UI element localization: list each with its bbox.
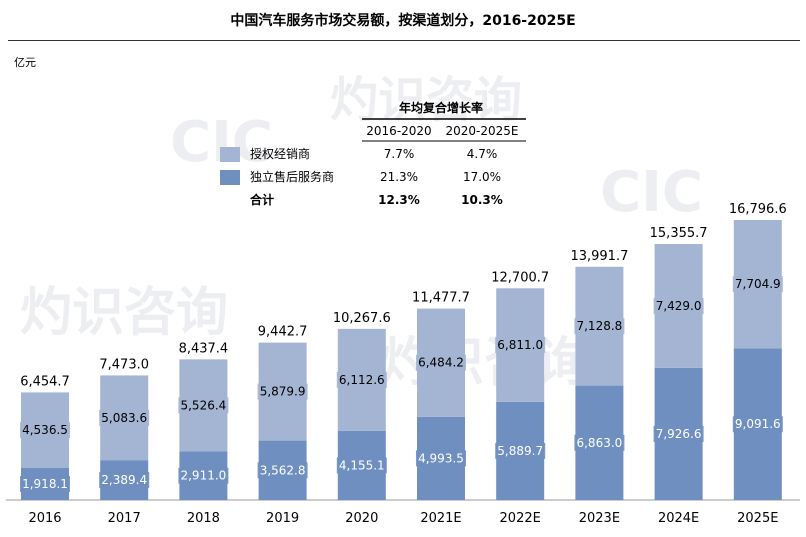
data-label-total: 15,355.7	[650, 226, 708, 241]
x-tick-label: 2018	[187, 511, 220, 526]
legend-swatch	[220, 170, 240, 185]
data-label-authorized: 5,879.9	[260, 385, 306, 399]
cagr-value: 10.3%	[461, 193, 503, 207]
x-tick-label: 2019	[266, 511, 299, 526]
data-label-box	[336, 457, 387, 474]
x-tick-label: 2016	[28, 511, 61, 526]
data-label-independent: 5,889.7	[497, 444, 543, 458]
data-label-box	[574, 318, 625, 335]
cagr-value: 12.3%	[378, 193, 420, 207]
data-label-box	[20, 476, 70, 493]
data-label-box	[416, 450, 466, 467]
data-label-box	[257, 462, 308, 479]
data-label-independent: 7,926.6	[656, 427, 702, 441]
cagr-value: 17.0%	[463, 170, 501, 184]
cagr-row-label: 合计	[250, 192, 274, 207]
data-label-box	[257, 383, 308, 400]
cagr-row-label: 授权经销商	[250, 146, 310, 161]
legend-swatch	[220, 147, 240, 162]
data-label-box	[653, 425, 704, 442]
data-label-authorized: 7,429.0	[656, 299, 702, 313]
data-label-independent: 4,155.1	[339, 458, 385, 472]
cagr-period: 2016-2020	[366, 124, 431, 138]
cagr-value: 7.7%	[384, 147, 415, 161]
x-tick-label: 2017	[108, 511, 141, 526]
data-label-authorized: 4,536.5	[22, 423, 68, 437]
data-label-box	[416, 354, 466, 371]
data-label-box	[99, 472, 150, 489]
data-label-authorized: 5,526.4	[180, 398, 226, 412]
data-label-box	[732, 416, 783, 433]
data-label-box	[574, 434, 625, 451]
data-label-box	[20, 422, 70, 439]
x-tick-label: 2023E	[579, 511, 620, 526]
x-tick-label: 2024E	[658, 511, 699, 526]
cagr-row-label: 独立售后服务商	[250, 169, 334, 184]
data-label-total: 9,442.7	[258, 325, 308, 340]
data-label-box	[732, 276, 783, 293]
data-label-independent: 2,389.4	[101, 473, 147, 487]
x-tick-label: 2022E	[500, 511, 541, 526]
data-label-total: 7,473.0	[99, 357, 149, 372]
data-label-independent: 3,562.8	[260, 463, 306, 477]
x-tick-label: 2025E	[737, 511, 778, 526]
data-label-box	[336, 371, 387, 388]
data-label-authorized: 7,704.9	[735, 277, 781, 291]
data-label-total: 8,437.4	[179, 341, 229, 356]
data-label-total: 12,700.7	[491, 270, 549, 285]
data-label-authorized: 6,112.6	[339, 373, 385, 387]
cagr-period: 2020-2025E	[446, 124, 519, 138]
cagr-value: 4.7%	[467, 147, 498, 161]
data-label-authorized: 6,484.2	[418, 356, 464, 370]
data-label-total: 13,991.7	[570, 249, 628, 264]
data-label-box	[178, 467, 229, 484]
data-label-box	[178, 397, 229, 414]
title-rule	[8, 40, 800, 41]
cagr-value: 21.3%	[380, 170, 418, 184]
chart-title: 中国汽车服务市场交易额，按渠道划分，2016-2025E	[230, 13, 576, 29]
data-label-independent: 4,993.5	[418, 451, 464, 465]
x-tick-label: 2021E	[420, 511, 461, 526]
data-label-independent: 2,911.0	[180, 469, 226, 483]
data-label-independent: 6,863.0	[576, 436, 622, 450]
data-label-independent: 9,091.6	[735, 417, 781, 431]
data-label-total: 11,477.7	[412, 291, 470, 306]
data-label-authorized: 7,128.8	[576, 319, 622, 333]
unit-label: 亿元	[14, 56, 36, 69]
data-label-box	[653, 297, 704, 314]
data-label-independent: 1,918.1	[22, 477, 68, 491]
data-label-box	[99, 409, 150, 426]
data-label-authorized: 5,083.6	[101, 411, 147, 425]
data-label-total: 10,267.6	[333, 311, 391, 326]
x-tick-label: 2020	[345, 511, 378, 526]
data-label-box	[495, 337, 546, 354]
data-label-total: 16,796.6	[729, 202, 787, 217]
data-label-box	[495, 442, 546, 459]
data-label-authorized: 6,811.0	[497, 338, 543, 352]
cagr-header: 年均复合增长率	[399, 100, 483, 115]
data-label-total: 6,454.7	[20, 374, 70, 389]
